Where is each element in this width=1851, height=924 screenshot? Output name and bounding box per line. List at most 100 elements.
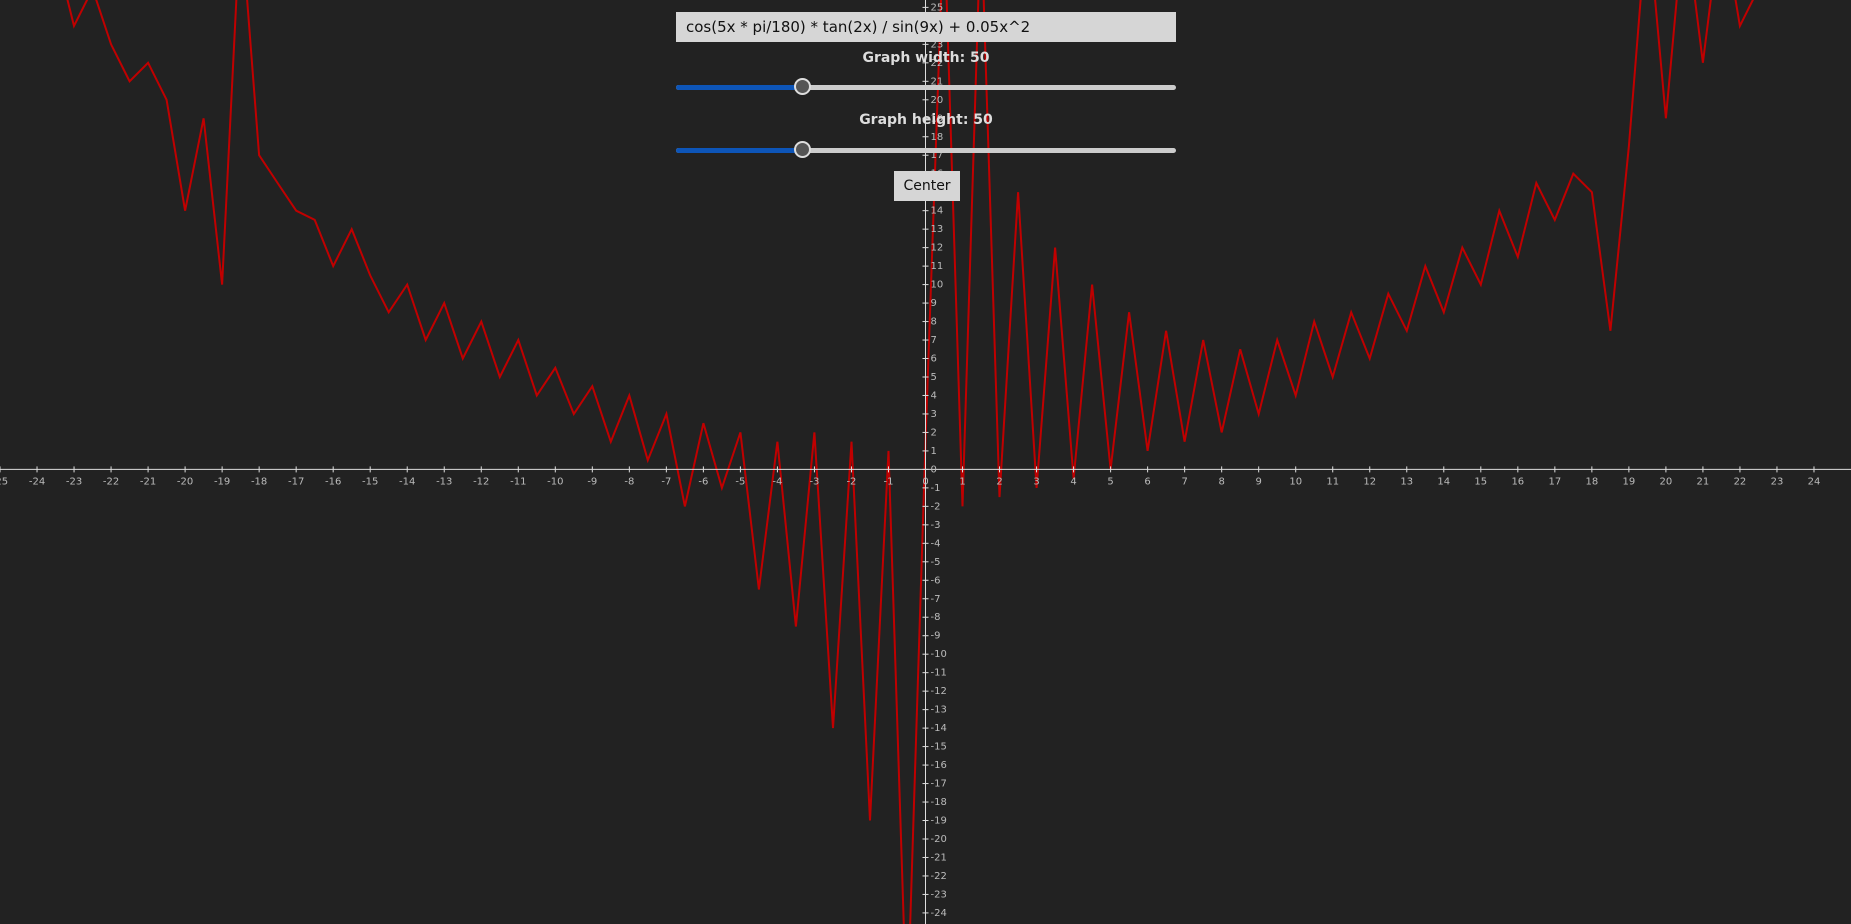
y-tick-label: -21 <box>931 852 947 863</box>
y-tick-label: -15 <box>931 742 947 753</box>
y-tick-label: 11 <box>931 261 944 272</box>
y-tick-label: -2 <box>931 501 941 512</box>
y-tick-label: -5 <box>931 557 941 568</box>
y-tick-label: -20 <box>931 834 947 845</box>
x-tick-label: 21 <box>1697 476 1710 487</box>
height-label: Graph height: 50 <box>859 112 993 128</box>
x-tick-label: 5 <box>1107 476 1113 487</box>
x-tick-label: 9 <box>1255 476 1261 487</box>
y-tick-label: -17 <box>931 779 947 790</box>
y-tick-label: 10 <box>931 280 944 291</box>
x-tick-label: 18 <box>1585 476 1598 487</box>
x-tick-label: -20 <box>177 476 193 487</box>
x-tick-label: 4 <box>1070 476 1076 487</box>
y-tick-label: 14 <box>931 206 944 217</box>
y-tick-label: 21 <box>931 76 944 87</box>
x-tick-label: -22 <box>103 476 119 487</box>
y-tick-label: -7 <box>931 594 941 605</box>
y-tick-label: 25 <box>931 2 944 13</box>
width-label: Graph width: 50 <box>862 50 990 66</box>
y-tick-label: -22 <box>931 871 947 882</box>
x-tick-label: -1 <box>883 476 893 487</box>
y-tick-label: -12 <box>931 686 947 697</box>
y-tick-label: 23 <box>931 39 944 50</box>
x-tick-label: -13 <box>436 476 452 487</box>
x-tick-label: -21 <box>140 476 156 487</box>
x-tick-label: 1 <box>959 476 965 487</box>
x-tick-label: 17 <box>1548 476 1561 487</box>
y-tick-label: -14 <box>931 723 947 734</box>
y-tick-label: -1 <box>931 483 941 494</box>
y-tick-label: 20 <box>931 95 944 106</box>
y-tick-label: 1 <box>931 446 937 457</box>
x-tick-label: -12 <box>473 476 489 487</box>
y-tick-label: -23 <box>931 889 947 900</box>
y-tick-label: 7 <box>931 335 937 346</box>
height-slider[interactable] <box>676 141 1176 158</box>
y-tick-label: -16 <box>931 760 947 771</box>
x-tick-label: -10 <box>547 476 563 487</box>
x-tick-label: -3 <box>809 476 819 487</box>
x-tick-label: 3 <box>1033 476 1039 487</box>
y-tick-label: 19 <box>931 113 944 124</box>
x-tick-label: -23 <box>66 476 82 487</box>
y-tick-label: -13 <box>931 705 947 716</box>
x-tick-label: 23 <box>1771 476 1784 487</box>
x-tick-label: -5 <box>735 476 745 487</box>
x-tick-label: -8 <box>624 476 634 487</box>
x-tick-label: 6 <box>1144 476 1150 487</box>
y-tick-label: -24 <box>931 908 947 919</box>
slider-thumb[interactable] <box>794 78 811 95</box>
y-tick-label: 13 <box>931 224 944 235</box>
y-tick-label: 6 <box>931 354 937 365</box>
x-tick-label: 10 <box>1289 476 1302 487</box>
x-tick-label: 16 <box>1511 476 1524 487</box>
y-tick-label: -4 <box>931 538 941 549</box>
x-tick-label: 14 <box>1437 476 1450 487</box>
x-tick-label: -9 <box>587 476 597 487</box>
y-tick-label: 17 <box>931 150 944 161</box>
x-tick-label: -24 <box>29 476 45 487</box>
x-tick-label: -7 <box>661 476 671 487</box>
formula-input[interactable] <box>676 12 1176 42</box>
y-tick-label: -9 <box>931 631 941 642</box>
y-tick-label: 22 <box>931 58 944 69</box>
x-tick-label: -11 <box>510 476 526 487</box>
y-tick-label: -18 <box>931 797 947 808</box>
y-tick-label: 4 <box>931 390 937 401</box>
x-tick-label: 24 <box>1808 476 1821 487</box>
x-tick-label: -14 <box>399 476 415 487</box>
y-tick-label: 18 <box>931 132 944 143</box>
slider-fill <box>676 85 803 90</box>
x-tick-label: 19 <box>1623 476 1636 487</box>
x-tick-label: -15 <box>362 476 378 487</box>
x-tick-label: 15 <box>1474 476 1487 487</box>
x-tick-label: 11 <box>1326 476 1339 487</box>
y-tick-label: -3 <box>931 520 941 531</box>
x-tick-label: 0 <box>922 476 928 487</box>
y-tick-label: 12 <box>931 243 944 254</box>
width-slider[interactable] <box>676 78 1176 95</box>
y-tick-label: -11 <box>931 668 947 679</box>
y-tick-label: -6 <box>931 575 941 586</box>
x-tick-label: -25 <box>0 476 8 487</box>
x-tick-label: -6 <box>698 476 708 487</box>
slider-fill <box>676 148 803 153</box>
x-tick-label: -19 <box>214 476 230 487</box>
x-tick-label: -2 <box>846 476 856 487</box>
x-tick-label: 20 <box>1660 476 1673 487</box>
y-tick-label: -8 <box>931 612 941 623</box>
x-tick-label: 13 <box>1400 476 1413 487</box>
x-tick-label: -16 <box>325 476 341 487</box>
x-tick-label: 22 <box>1734 476 1747 487</box>
x-tick-label: 12 <box>1363 476 1376 487</box>
x-tick-label: -17 <box>288 476 304 487</box>
y-tick-label: -19 <box>931 816 947 827</box>
slider-thumb[interactable] <box>794 141 811 158</box>
y-tick-label: -10 <box>931 649 947 660</box>
y-tick-label: 8 <box>931 317 937 328</box>
x-tick-label: 2 <box>996 476 1002 487</box>
center-button[interactable]: Center <box>894 171 960 201</box>
